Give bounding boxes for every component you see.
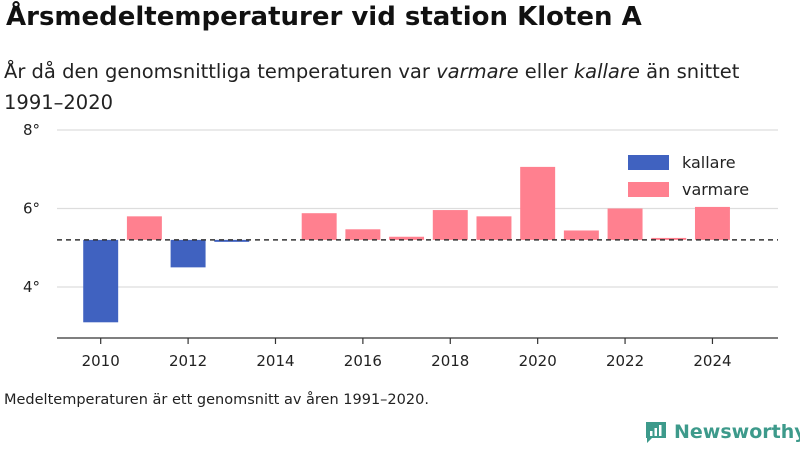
x-tick-label: 2016: [344, 352, 382, 370]
chart-note: Medeltemperaturen är ett genomsnitt av å…: [4, 392, 429, 408]
subtitle-warm-word: varmare: [436, 60, 519, 83]
bar-2020: [520, 166, 556, 240]
subtitle-part3: än snittet 1991–2020: [4, 60, 740, 114]
x-tick-label: 2010: [82, 352, 120, 370]
x-tick-label: 2022: [606, 352, 644, 370]
chart-title: Årsmedeltemperaturer vid station Kloten …: [6, 2, 642, 32]
bar-2023: [651, 237, 687, 240]
y-tick-label: 4°: [23, 278, 40, 296]
chart-subtitle: År då den genomsnittliga temperaturen va…: [4, 56, 784, 118]
subtitle-part1: År då den genomsnittliga temperaturen va…: [4, 60, 437, 83]
brand-logo: Newsworthy: [644, 420, 800, 444]
legend-swatch-varmare: [628, 182, 669, 197]
bar-2016: [345, 229, 381, 240]
bar-2019: [476, 216, 512, 240]
bar-2018: [432, 210, 468, 240]
bar-2021: [563, 230, 599, 240]
legend-label-varmare: varmare: [682, 180, 749, 199]
bar-2015: [301, 213, 337, 240]
subtitle-part2: eller: [518, 60, 574, 83]
bar-2011: [126, 216, 162, 240]
legend-swatch-kallare: [628, 155, 669, 170]
x-tick-label: 2024: [693, 352, 731, 370]
bar-2022: [607, 208, 643, 240]
bar-chart: 4° 6° 8° 2010 2012 2014 2016 2018 2020 2022 2024 ka…: [23, 121, 778, 370]
bar-2024: [694, 206, 730, 240]
x-tick-label: 2012: [169, 352, 207, 370]
bar-2013: [214, 239, 250, 242]
y-tick-label: 8°: [23, 121, 40, 139]
bar-2012: [170, 239, 206, 268]
bar-2017: [389, 236, 425, 240]
subtitle-cold-word: kallare: [573, 60, 640, 83]
newsworthy-icon: [646, 422, 666, 443]
y-tick-label: 6°: [23, 199, 40, 217]
x-tick-label: 2014: [256, 352, 294, 370]
x-tick-label: 2018: [431, 352, 469, 370]
x-tick-label: 2020: [519, 352, 557, 370]
bar-2010: [83, 239, 119, 323]
brand-name: Newsworthy: [674, 421, 800, 443]
legend-label-kallare: kallare: [682, 153, 736, 172]
